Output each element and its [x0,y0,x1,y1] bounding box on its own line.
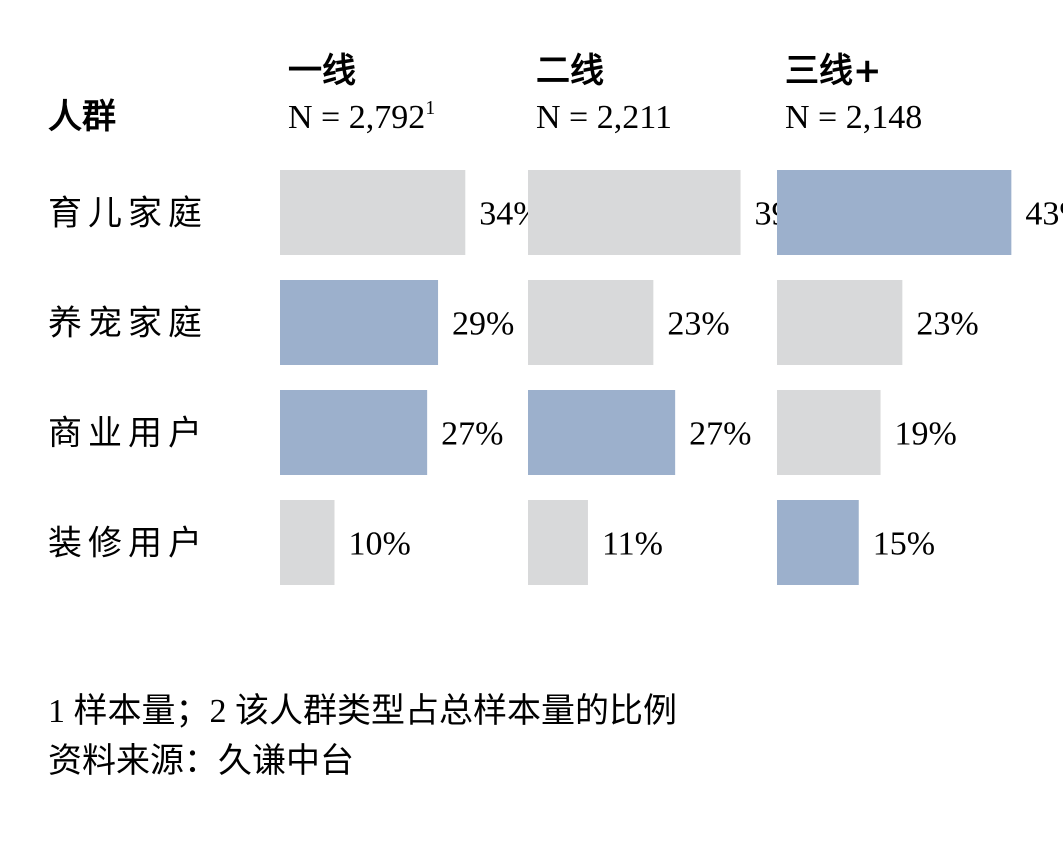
data-label: 23% [667,306,729,343]
data-label-value: 43% [1025,196,1063,233]
data-label-value: 23% [667,306,729,343]
footnote-source: 资料来源：久谦中台 [48,743,354,780]
bar [528,170,741,255]
data-label: 11% [602,526,663,563]
series-title: 二线 [536,51,604,91]
category-label: 养宠家庭 [48,304,208,344]
data-label: 15% [873,526,935,563]
data-label-value: 10% [349,526,411,563]
data-label: 29% [452,306,514,343]
data-label-value: 27% [689,416,751,453]
data-label: 27% [441,416,503,453]
category-label: 装修用户 [48,524,208,564]
bar [280,500,335,585]
bar [280,390,428,475]
sample-size-footnote-marker: 1 [425,97,435,119]
bar [777,390,881,475]
bar [528,390,676,475]
data-label: 43% [1025,196,1063,233]
series-sample-size: N = 2,211 [536,99,672,136]
data-label-value: 15% [873,526,935,563]
series-sample-size: N = 2,148 [785,99,922,136]
bar [777,170,1012,255]
series-title: 三线+ [785,51,882,91]
data-label-value: 19% [895,416,957,453]
row-header: 人群 [48,97,116,137]
bar [280,170,466,255]
sample-size-text: N = 2,148 [785,99,922,136]
bar [528,280,654,365]
bar [777,280,903,365]
data-label-value: 23% [916,306,978,343]
bar [777,500,859,585]
sample-size-text: N = 2,792 [288,99,425,136]
footnote-note: 1 样本量；2 该人群类型占总样本量的比例 [48,693,677,730]
series-sample-size: N = 2,7921 [288,97,435,136]
category-label: 商业用户 [48,414,208,454]
series-title: 一线 [288,51,356,91]
data-label-value: 11% [602,526,663,563]
data-label-value: 29% [452,306,514,343]
bar [280,280,439,365]
sample-size-text: N = 2,211 [536,99,672,136]
category-label: 育儿家庭 [48,194,208,234]
data-label: 23% [916,306,978,343]
data-label-value: 27% [441,416,503,453]
data-label: 27% [689,416,751,453]
data-label: 19% [895,416,957,453]
data-label: 10% [349,526,411,563]
bar [528,500,588,585]
